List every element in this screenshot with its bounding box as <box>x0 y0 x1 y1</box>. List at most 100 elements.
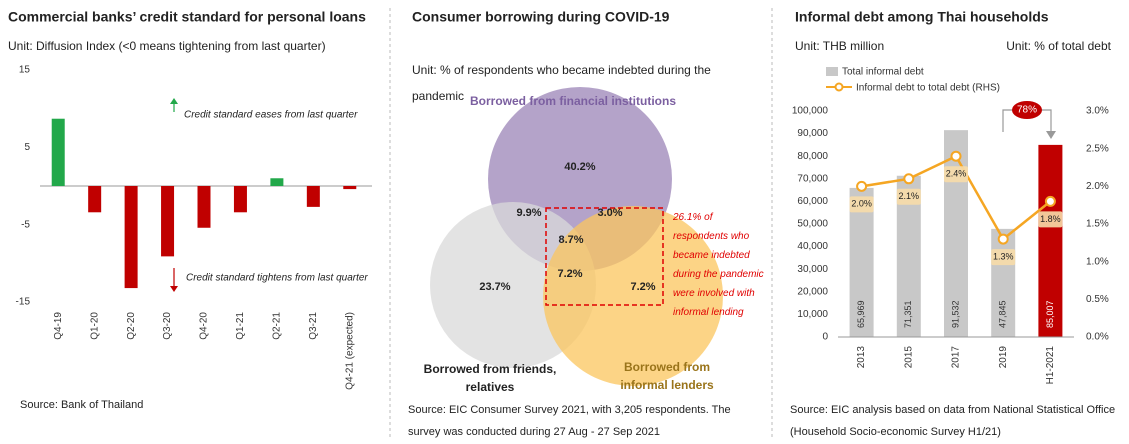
x-tick-label: Q2-21 <box>272 312 283 340</box>
venn-set <box>543 206 723 386</box>
x-tick-label: Q3-20 <box>162 312 173 340</box>
chart-subtitle: Unit: % of respondents who became indebt… <box>412 63 711 103</box>
region-label: 40.2% <box>564 161 595 173</box>
line-point <box>903 173 915 185</box>
bar <box>124 186 138 289</box>
y2-axis-label: Unit: % of total debt <box>1006 39 1111 53</box>
y2-tick-label: 2.0% <box>1086 181 1109 192</box>
x-tick-label: Q4-21 (expected) <box>344 312 355 390</box>
chart-title: Commercial banks’ credit standard for pe… <box>8 9 366 25</box>
highlight-box <box>545 207 664 306</box>
x-tick-label: Q4-20 <box>199 312 210 340</box>
x-tick-label: Q1-20 <box>89 312 100 340</box>
data-label: 1.3% <box>993 251 1014 261</box>
x-tick-label: Q4-19 <box>53 312 64 340</box>
data-label: 47,845 <box>998 300 1008 328</box>
y-tick-label: 40,000 <box>797 241 828 252</box>
data-label-box <box>849 196 874 213</box>
bar <box>849 187 874 337</box>
y-tick-label: -5 <box>21 219 30 230</box>
y-tick-label: 30,000 <box>797 264 828 275</box>
data-label: 1.8% <box>1040 214 1061 224</box>
x-tick-label: 2013 <box>856 346 867 369</box>
y-tick-label: 0 <box>822 332 828 343</box>
annotation: 26.1% of respondents who became indebted… <box>673 212 764 318</box>
y-tick-label: 60,000 <box>797 196 828 207</box>
x-tick-label: Q1-21 <box>235 312 246 340</box>
legend-swatch <box>826 67 838 76</box>
legend-label: Informal debt to total debt (RHS) <box>856 83 1000 94</box>
legend-swatch <box>834 82 844 92</box>
data-label: 85,007 <box>1045 300 1055 328</box>
y2-tick-label: 0.5% <box>1086 294 1109 305</box>
data-label-box <box>944 166 968 183</box>
y2-tick-label: 1.5% <box>1086 219 1109 230</box>
set-label: Borrowed from informal lenders <box>620 360 714 392</box>
chart-title: Consumer borrowing during COVID-19 <box>412 9 670 25</box>
data-label: 2.0% <box>851 199 872 209</box>
legend-label: Total informal debt <box>842 67 924 78</box>
line-point <box>1044 195 1056 207</box>
x-tick-label: 2015 <box>903 346 914 369</box>
annotation: 78% <box>1017 105 1037 116</box>
line-point <box>997 233 1009 245</box>
x-tick-label: 2019 <box>998 346 1009 369</box>
data-label-box <box>896 188 921 205</box>
data-label: 71,351 <box>903 300 913 328</box>
line-point <box>950 150 962 162</box>
data-label: 91,532 <box>950 300 960 328</box>
y2-tick-label: 3.0% <box>1086 106 1109 117</box>
y-axis-label: Unit: THB million <box>795 39 884 53</box>
bar <box>233 186 247 213</box>
data-label-box <box>991 249 1016 266</box>
y2-tick-label: 0.0% <box>1086 332 1109 343</box>
region-label: 7.2% <box>630 281 655 293</box>
region-label: 7.2% <box>557 268 582 280</box>
highlight-badge <box>1012 101 1042 119</box>
bar <box>270 178 284 186</box>
data-label: 2.1% <box>899 191 920 201</box>
arrow-head <box>170 286 178 292</box>
y-tick-label: 70,000 <box>797 173 828 184</box>
y-tick-label: -15 <box>16 297 31 308</box>
annotation: Credit standard eases from last quarter <box>184 110 358 121</box>
x-tick-label: H1-2021 <box>1045 346 1056 385</box>
y-tick-label: 15 <box>19 65 31 76</box>
x-tick-label: 2017 <box>951 346 962 369</box>
bar <box>991 228 1016 337</box>
set-label: Borrowed from financial institutions <box>469 94 676 108</box>
y-tick-label: 5 <box>24 142 30 153</box>
bar <box>161 186 175 257</box>
bar <box>197 186 211 228</box>
set-label: Borrowed from friends, relatives <box>423 362 557 394</box>
region-label: 9.9% <box>516 207 541 219</box>
y-tick-label: 80,000 <box>797 151 828 162</box>
y-tick-label: 90,000 <box>797 128 828 139</box>
region-label: 8.7% <box>558 234 583 246</box>
data-label: 2.4% <box>946 169 967 179</box>
region-label: 3.0% <box>597 207 622 219</box>
arrow-head <box>1046 131 1056 139</box>
source: Source: EIC Consumer Survey 2021, with 3… <box>408 404 731 438</box>
y2-tick-label: 2.5% <box>1086 143 1109 154</box>
bar <box>343 186 357 190</box>
source: Source: EIC analysis based on data from … <box>790 404 1116 438</box>
x-tick-label: Q2-20 <box>126 312 137 340</box>
arrow-head <box>170 98 178 104</box>
y-tick-label: 100,000 <box>792 106 829 117</box>
x-tick-label: Q3-21 <box>308 312 319 340</box>
bar <box>944 130 968 337</box>
bar <box>306 186 320 207</box>
y-tick-label: 20,000 <box>797 286 828 297</box>
chart-subtitle: Unit: Diffusion Index (<0 means tighteni… <box>8 39 326 53</box>
source: Source: Bank of Thailand <box>20 399 144 411</box>
y2-tick-label: 1.0% <box>1086 256 1109 267</box>
y-tick-label: 50,000 <box>797 219 828 230</box>
region-label: 23.7% <box>479 281 510 293</box>
data-label: 65,969 <box>856 300 866 328</box>
y-tick-label: 10,000 <box>797 309 828 320</box>
annotation: Credit standard tightens from last quart… <box>186 273 368 284</box>
data-label-box <box>1038 211 1063 228</box>
